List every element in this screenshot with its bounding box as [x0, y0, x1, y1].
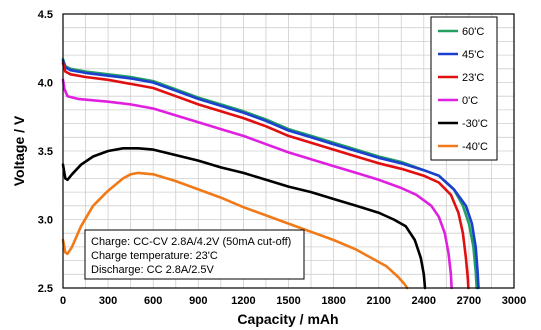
note-discharge: Discharge: CC 2.8A/2.5V [91, 264, 215, 276]
x-tick-label: 300 [99, 295, 117, 307]
series-line [61, 147, 427, 290]
x-tick-label: 1800 [321, 295, 345, 307]
plot-area [62, 13, 515, 289]
y-tick-label: 3.0 [38, 215, 53, 227]
legend: 60'C 45'C 23'C 0'C -30'C -40'C [430, 16, 498, 161]
note-charge-temperature: Charge temperature: 23'C [91, 250, 218, 262]
legend-label: 23'C [462, 72, 484, 84]
legend-label: -30'C [462, 118, 488, 130]
series-lines [61, 57, 480, 290]
x-tick-label: 1500 [276, 295, 300, 307]
y-tick-labels: 2.5 3.0 3.5 4.0 4.5 [38, 9, 53, 295]
y-tick-label: 4.0 [38, 78, 53, 90]
series-line [61, 57, 479, 290]
x-tick-label: 2700 [457, 295, 481, 307]
legend-label: 0'C [462, 95, 478, 107]
series-line [61, 171, 409, 290]
x-axis-title: Capacity / mAh [237, 311, 338, 327]
y-tick-label: 4.5 [38, 9, 53, 21]
note-charge: Charge: CC-CV 2.8A/4.2V (50mA cut-off) [91, 236, 291, 248]
x-tick-label: 3000 [502, 295, 526, 307]
y-tick-label: 2.5 [38, 283, 53, 295]
y-tick-label: 3.5 [38, 146, 53, 158]
legend-label: 45'C [462, 49, 484, 61]
legend-label: 60'C [462, 26, 484, 38]
notes-box: Charge: CC-CV 2.8A/4.2V (50mA cut-off) C… [84, 229, 305, 280]
y-axis-title: Voltage / V [11, 115, 27, 186]
x-tick-label: 1200 [231, 295, 255, 307]
x-tick-label: 900 [189, 295, 207, 307]
series-line [61, 78, 453, 290]
notes-frame [84, 229, 305, 280]
series-line [61, 59, 480, 290]
legend-box [430, 16, 498, 161]
x-tick-label: 600 [144, 295, 162, 307]
x-tick-labels: 0 300 600 900 1200 1500 1800 2100 2400 2700 3000 [60, 295, 526, 307]
x-tick-label: 0 [60, 295, 66, 307]
legend-label: -40'C [462, 141, 488, 153]
x-tick-label: 2400 [412, 295, 436, 307]
x-tick-label: 2100 [366, 295, 390, 307]
series-line [61, 61, 470, 290]
